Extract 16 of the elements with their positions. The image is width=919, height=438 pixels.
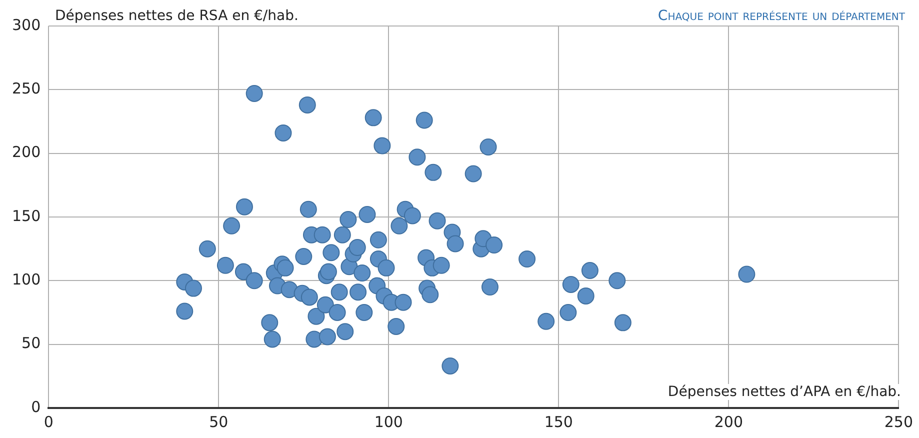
x-tick-label: 250 [884, 412, 914, 431]
x-tick-label: 150 [544, 412, 573, 431]
x-tick-label: 50 [209, 412, 228, 431]
text: Chaque point représente un département [658, 8, 905, 24]
y-tick-label: 300 [12, 16, 41, 34]
y-axis-title: Dépenses nettes de RSA en €/hab. [55, 8, 298, 24]
y-tick-label: 100 [12, 270, 41, 289]
y-tick-label: 0 [31, 398, 41, 416]
y-tick-label: 150 [12, 206, 41, 225]
x-tick-label: 200 [714, 412, 743, 431]
x-tick-label: 0 [44, 412, 54, 431]
y-tick-label: 50 [22, 334, 41, 352]
x-axis-title: Dépenses nettes d’APA en €/hab. [668, 384, 901, 400]
y-tick-label: 250 [12, 80, 41, 98]
x-tick-label: 100 [374, 412, 403, 431]
y-tick-label: 200 [12, 143, 41, 162]
